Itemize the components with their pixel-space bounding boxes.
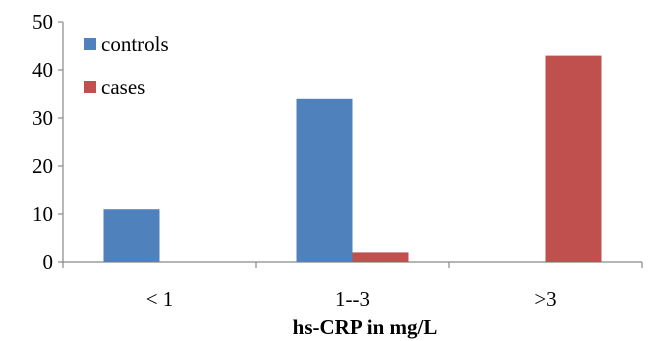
bar-controls: [296, 98, 353, 262]
y-tick-label: 10: [32, 202, 53, 226]
x-tick-label: < 1: [146, 287, 174, 311]
legend-swatch-controls: [84, 38, 96, 50]
legend-label-controls: controls: [101, 32, 169, 56]
bar-cases: [352, 252, 409, 262]
y-tick-label: 0: [43, 250, 54, 274]
y-tick-label: 40: [32, 58, 53, 82]
y-tick-label: 20: [32, 154, 53, 178]
y-tick-label: 30: [32, 106, 53, 130]
bars: [103, 55, 602, 262]
x-axis: < 1 1--3 >3: [62, 261, 643, 311]
legend-label-cases: cases: [101, 75, 145, 99]
bar-cases: [545, 55, 602, 262]
x-axis-title: hs-CRP in mg/L: [293, 315, 438, 339]
bar-controls: [103, 209, 160, 262]
x-tick-label: 1--3: [335, 287, 370, 311]
legend-swatch-cases: [84, 81, 96, 93]
x-tick-label: >3: [534, 287, 556, 311]
legend: controls cases: [84, 32, 169, 99]
y-tick-label: 50: [32, 10, 53, 34]
y-axis: 0 10 20 30 40 50: [32, 10, 64, 274]
